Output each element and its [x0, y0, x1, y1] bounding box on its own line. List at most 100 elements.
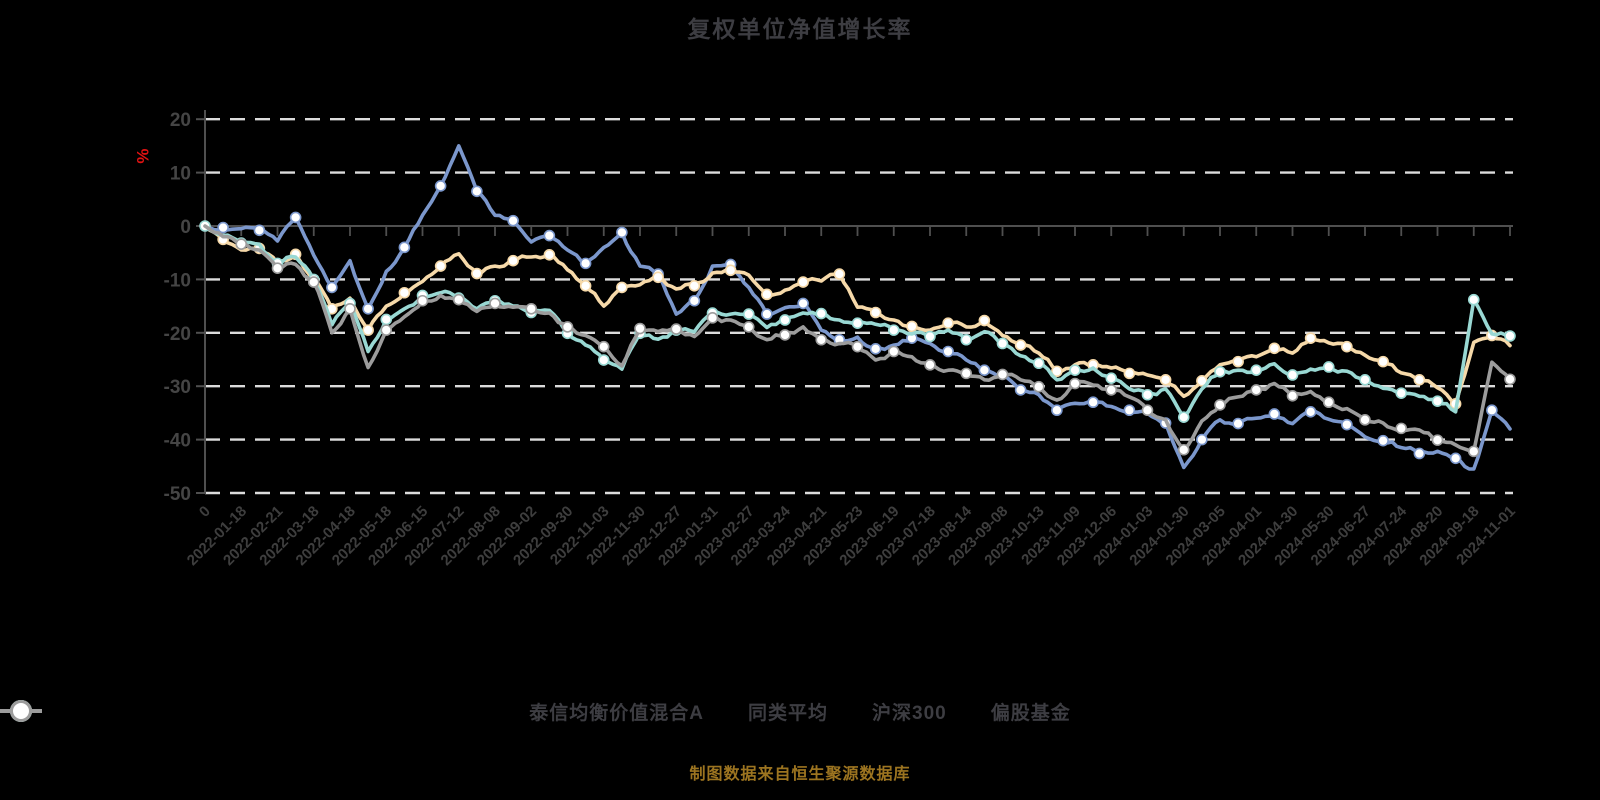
data-point-marker: [1032, 357, 1045, 370]
data-point-marker: [525, 302, 538, 315]
series-line-fund-a[interactable]: [203, 144, 1512, 471]
y-tick-label: 10: [170, 164, 191, 185]
legend-item-fund-a[interactable]: 泰信均衡价值混合A: [0, 698, 704, 725]
data-point-marker: [652, 271, 664, 284]
data-point-marker: [815, 333, 828, 346]
data-point-marker: [434, 180, 447, 192]
data-point-marker: [996, 368, 1009, 381]
series-line-category-average[interactable]: [203, 224, 1512, 406]
data-point-marker: [1359, 414, 1371, 426]
data-point-marker: [797, 276, 809, 288]
data-point-marker: [887, 345, 900, 358]
data-point-marker: [398, 286, 411, 299]
data-point-marker: [942, 345, 954, 358]
data-point-marker: [1486, 404, 1498, 417]
data-point-marker: [253, 224, 266, 237]
data-point-marker: [1395, 387, 1408, 399]
legend-item-partial-equity-funds[interactable]: 偏股基金: [0, 698, 1071, 725]
data-point-marker: [326, 281, 338, 294]
data-point-marker: [289, 211, 302, 224]
legend-item-csi300[interactable]: 沪深300: [0, 698, 947, 725]
data-point-marker: [1377, 434, 1389, 447]
data-point-marker: [1395, 422, 1408, 435]
data-point-marker: [869, 306, 882, 319]
data-point-marker: [742, 308, 755, 320]
data-point-marker: [616, 226, 628, 239]
data-point-marker: [362, 302, 374, 315]
data-point-marker: [1232, 355, 1244, 368]
data-point-marker: [543, 229, 556, 242]
data-point-marker: [1123, 404, 1136, 417]
data-point-marker: [978, 314, 991, 327]
data-point-marker: [489, 297, 501, 310]
data-point-marker: [724, 264, 737, 277]
data-point-marker: [1504, 330, 1516, 342]
data-point-marker: [1123, 367, 1136, 380]
data-point-marker: [833, 268, 846, 280]
data-point-marker: [1105, 384, 1118, 396]
y-tick-label: -30: [164, 377, 191, 398]
data-point-marker: [761, 308, 773, 320]
y-tick-label: -10: [164, 270, 191, 291]
data-point-marker: [761, 288, 773, 301]
data-point-marker: [960, 333, 973, 346]
data-point-marker: [1268, 342, 1281, 355]
data-point-marker: [1014, 384, 1027, 396]
data-point-marker: [452, 293, 465, 306]
data-point-marker: [1105, 372, 1118, 384]
data-point-marker: [1449, 452, 1462, 465]
data-point-marker: [1304, 332, 1317, 344]
data-point-marker: [1250, 384, 1263, 396]
data-point-marker: [797, 297, 809, 310]
y-tick-label: -40: [164, 431, 191, 452]
data-point-marker: [1069, 377, 1081, 390]
data-point-marker: [815, 307, 828, 320]
data-point-marker: [1014, 339, 1027, 351]
data-point-marker: [1359, 373, 1371, 386]
data-point-marker: [906, 320, 918, 333]
data-point-marker: [688, 280, 701, 292]
data-point-marker: [1467, 445, 1480, 458]
data-point-marker: [779, 329, 791, 341]
data-point-marker: [434, 260, 447, 272]
data-point-marker: [1304, 406, 1317, 418]
data-point-marker: [1159, 373, 1172, 386]
data-point-marker: [597, 340, 610, 353]
data-point-marker: [1232, 417, 1244, 430]
data-point-marker: [634, 322, 646, 335]
chart-title: 复权单位净值增长率: [687, 16, 913, 42]
data-point-marker: [1341, 340, 1353, 353]
legend-label: 同类平均: [748, 703, 829, 724]
data-point-marker: [924, 330, 936, 343]
data-point-marker: [706, 312, 719, 324]
data-point-marker: [307, 276, 320, 288]
series-markers-partial-equity-funds: [235, 238, 1516, 458]
data-point-marker: [1032, 380, 1045, 393]
data-point-marker: [742, 321, 755, 333]
data-point-marker: [1413, 447, 1426, 460]
data-point-marker: [1141, 404, 1154, 417]
data-point-marker: [362, 324, 374, 336]
data-point-marker: [1051, 404, 1063, 417]
data-point-marker: [271, 262, 284, 274]
data-point-marker: [471, 185, 483, 198]
y-tick-label: 20: [170, 110, 191, 131]
data-point-marker: [561, 321, 574, 333]
data-point-marker: [1250, 364, 1263, 376]
source-note: 制图数据来自恒生聚源数据库: [689, 766, 911, 783]
grid-lines: [205, 117, 1513, 495]
data-point-marker: [1196, 433, 1208, 446]
data-point-marker: [1322, 396, 1335, 409]
data-point-marker: [960, 367, 973, 380]
data-point-marker: [1431, 395, 1444, 407]
data-point-marker: [1431, 434, 1444, 446]
data-point-marker: [1214, 365, 1226, 378]
data-point-marker: [779, 314, 791, 326]
data-point-marker: [1413, 373, 1426, 386]
data-point-marker: [398, 241, 411, 254]
data-point-marker: [579, 280, 592, 292]
legend-item-category-average[interactable]: 同类平均: [0, 698, 829, 725]
data-point-marker: [507, 254, 519, 267]
data-point-marker: [978, 364, 991, 376]
